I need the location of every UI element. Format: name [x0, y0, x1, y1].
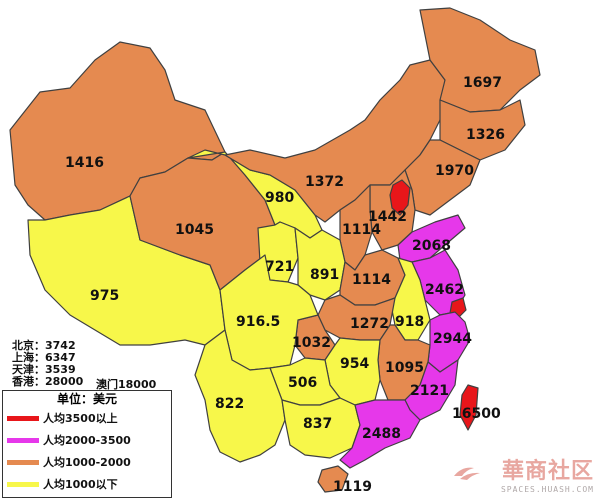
legend-swatch	[7, 415, 39, 421]
value-shanxi: 1114	[342, 222, 381, 238]
legend-label: 人均1000以下	[43, 478, 118, 491]
value-guizhou: 506	[288, 375, 317, 391]
value-henan: 1114	[352, 272, 391, 288]
value-sichuan: 916.5	[236, 314, 280, 330]
legend-label: 人均1000-2000	[43, 456, 131, 469]
municipality-row: 天津：3539	[12, 363, 76, 376]
value-xinjiang: 1416	[65, 155, 104, 171]
municipality-row: 北京：3742	[12, 339, 76, 352]
value-inner-mongolia: 1372	[305, 174, 344, 190]
logo-icon	[454, 467, 480, 480]
region-heilongjiang	[419, 7, 541, 113]
value-taiwan: 16500	[452, 406, 501, 422]
legend-item: 人均2000-3500	[3, 429, 171, 451]
watermark: 華商社区 SPACES.HUASH.COM	[501, 453, 594, 494]
legend-label: 人均3500以上	[43, 412, 118, 425]
legend-item: 人均3500以上	[3, 407, 171, 429]
value-ningxia: 721	[265, 259, 294, 275]
value-guangdong: 2488	[362, 426, 401, 442]
legend: 单位：美元 人均3500以上 人均2000-3500 人均1000-2000 人…	[2, 390, 172, 498]
region-liaoning	[404, 139, 481, 216]
region-hainan	[317, 465, 349, 493]
value-hunan: 954	[340, 356, 369, 372]
macau-label: 澳门18000	[96, 378, 157, 391]
value-zhejiang: 2944	[433, 331, 472, 347]
municipality-row: 上海：6347	[12, 351, 76, 364]
watermark-title: 華商社区	[501, 458, 594, 484]
legend-swatch	[7, 437, 39, 443]
value-jiangxi: 1095	[385, 360, 424, 376]
legend-label: 人均2000-3500	[43, 434, 131, 447]
value-yunnan: 822	[215, 396, 244, 412]
value-heilongjiang: 1697	[463, 75, 502, 91]
value-guangxi: 837	[303, 416, 332, 432]
value-jiangsu: 2462	[425, 282, 464, 298]
municipality-list: 北京：3742 上海：6347 天津：3539 香港：28000	[12, 340, 83, 388]
value-tibet: 975	[90, 288, 119, 304]
region-guangdong	[339, 399, 421, 469]
value-fujian: 2121	[410, 383, 449, 399]
legend-swatch	[7, 481, 39, 487]
region-beijing-tianjin	[389, 179, 411, 216]
value-chongqing: 1032	[292, 335, 331, 351]
legend-title: 单位：美元	[56, 392, 117, 406]
region-taiwan	[459, 384, 479, 431]
value-hainan: 1119	[333, 479, 372, 495]
value-hubei: 1272	[350, 316, 389, 332]
value-shandong: 2068	[412, 238, 451, 254]
municipality-row: 香港：28000	[12, 375, 84, 388]
legend-item: 人均1000以下	[3, 473, 171, 495]
value-qinghai: 1045	[175, 222, 214, 238]
value-liaoning: 1970	[435, 163, 474, 179]
value-hebei: 1442	[368, 209, 407, 225]
value-anhui: 918	[395, 314, 424, 330]
value-gansu: 980	[265, 190, 294, 206]
region-jilin	[439, 99, 526, 161]
value-jilin: 1326	[466, 127, 505, 143]
legend-item: 人均1000-2000	[3, 451, 171, 473]
value-shaanxi: 891	[310, 267, 339, 283]
watermark-url: SPACES.HUASH.COM	[500, 485, 594, 494]
region-yunnan	[194, 329, 286, 463]
legend-swatch	[7, 459, 39, 465]
